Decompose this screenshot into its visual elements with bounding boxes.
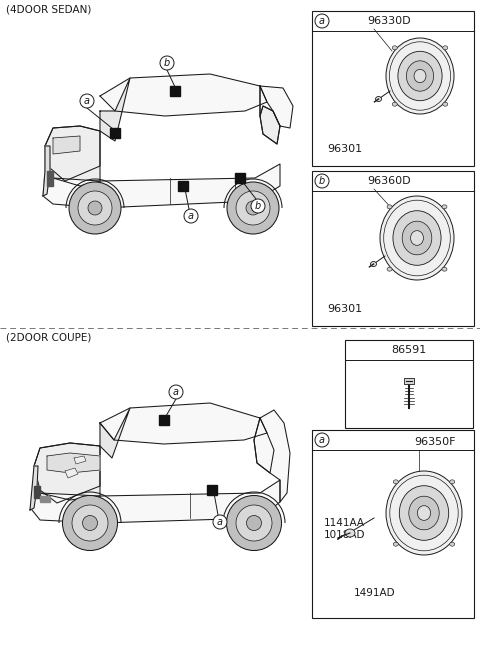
Polygon shape	[30, 466, 38, 510]
Bar	[345, 340, 473, 428]
Text: 96330D: 96330D	[367, 16, 410, 26]
Polygon shape	[100, 74, 267, 116]
Polygon shape	[47, 453, 100, 473]
Text: (4DOOR SEDAN): (4DOOR SEDAN)	[6, 5, 91, 15]
Bar	[312, 11, 474, 166]
Ellipse shape	[398, 51, 442, 101]
Ellipse shape	[393, 211, 441, 265]
Polygon shape	[45, 126, 100, 181]
Polygon shape	[260, 86, 280, 144]
Ellipse shape	[227, 495, 281, 550]
Polygon shape	[65, 468, 78, 478]
Circle shape	[80, 94, 94, 108]
Text: 1018AD: 1018AD	[324, 530, 365, 540]
Ellipse shape	[69, 182, 121, 234]
Ellipse shape	[414, 70, 426, 83]
Text: 96360D: 96360D	[367, 176, 410, 186]
Text: a: a	[217, 517, 223, 527]
Polygon shape	[43, 146, 50, 196]
Bar	[404, 378, 414, 384]
Ellipse shape	[399, 485, 449, 541]
Ellipse shape	[409, 496, 439, 530]
Ellipse shape	[417, 506, 431, 520]
Ellipse shape	[375, 96, 382, 102]
Circle shape	[251, 199, 265, 213]
Ellipse shape	[387, 267, 392, 271]
Text: a: a	[319, 435, 325, 445]
Ellipse shape	[450, 480, 455, 484]
Circle shape	[315, 433, 329, 447]
Polygon shape	[74, 456, 86, 464]
Circle shape	[184, 209, 198, 223]
Text: 96350F: 96350F	[414, 437, 456, 447]
Ellipse shape	[443, 46, 448, 50]
Ellipse shape	[247, 516, 262, 531]
Polygon shape	[34, 443, 100, 500]
Polygon shape	[40, 496, 50, 502]
Polygon shape	[43, 164, 280, 208]
Text: 96301: 96301	[327, 144, 362, 154]
Circle shape	[213, 515, 227, 529]
Ellipse shape	[392, 102, 397, 106]
Ellipse shape	[386, 471, 462, 555]
Ellipse shape	[345, 529, 355, 537]
Polygon shape	[34, 443, 100, 503]
Ellipse shape	[236, 505, 272, 541]
Ellipse shape	[387, 205, 392, 209]
Ellipse shape	[83, 516, 97, 531]
Text: 1141AA: 1141AA	[324, 518, 365, 528]
Ellipse shape	[443, 102, 448, 106]
Polygon shape	[260, 86, 293, 128]
Text: a: a	[84, 96, 90, 106]
Ellipse shape	[410, 231, 423, 245]
Text: a: a	[173, 387, 179, 397]
Text: 86591: 86591	[391, 345, 427, 355]
Text: b: b	[319, 176, 325, 186]
Polygon shape	[100, 78, 130, 141]
Text: 1491AD: 1491AD	[354, 588, 396, 598]
Circle shape	[160, 56, 174, 70]
Polygon shape	[47, 171, 53, 186]
Text: 96301: 96301	[327, 304, 362, 314]
Polygon shape	[45, 126, 100, 186]
Ellipse shape	[246, 201, 260, 215]
Text: a: a	[319, 16, 325, 26]
Ellipse shape	[236, 191, 270, 225]
Ellipse shape	[88, 201, 102, 215]
Polygon shape	[32, 480, 280, 523]
Polygon shape	[260, 106, 280, 144]
Ellipse shape	[371, 262, 376, 266]
Ellipse shape	[450, 542, 455, 546]
Text: (2DOOR COUPE): (2DOOR COUPE)	[6, 333, 91, 343]
Ellipse shape	[393, 542, 398, 546]
Ellipse shape	[78, 191, 112, 225]
Text: b: b	[164, 58, 170, 68]
Ellipse shape	[393, 480, 398, 484]
Bar	[312, 171, 474, 326]
Ellipse shape	[442, 205, 447, 209]
Polygon shape	[254, 410, 290, 502]
Bar	[312, 430, 474, 618]
Text: b: b	[255, 201, 261, 211]
Ellipse shape	[72, 505, 108, 541]
Ellipse shape	[227, 182, 279, 234]
Text: a: a	[188, 211, 194, 221]
Ellipse shape	[62, 495, 118, 550]
Ellipse shape	[402, 221, 432, 255]
Ellipse shape	[407, 61, 433, 91]
Circle shape	[315, 174, 329, 188]
Circle shape	[315, 14, 329, 28]
Polygon shape	[53, 136, 80, 154]
Polygon shape	[254, 418, 274, 473]
Polygon shape	[34, 486, 40, 498]
Ellipse shape	[386, 38, 454, 114]
Circle shape	[169, 385, 183, 399]
Polygon shape	[100, 403, 267, 444]
Polygon shape	[100, 408, 130, 458]
Ellipse shape	[442, 267, 447, 271]
Ellipse shape	[392, 46, 397, 50]
Ellipse shape	[380, 196, 454, 280]
